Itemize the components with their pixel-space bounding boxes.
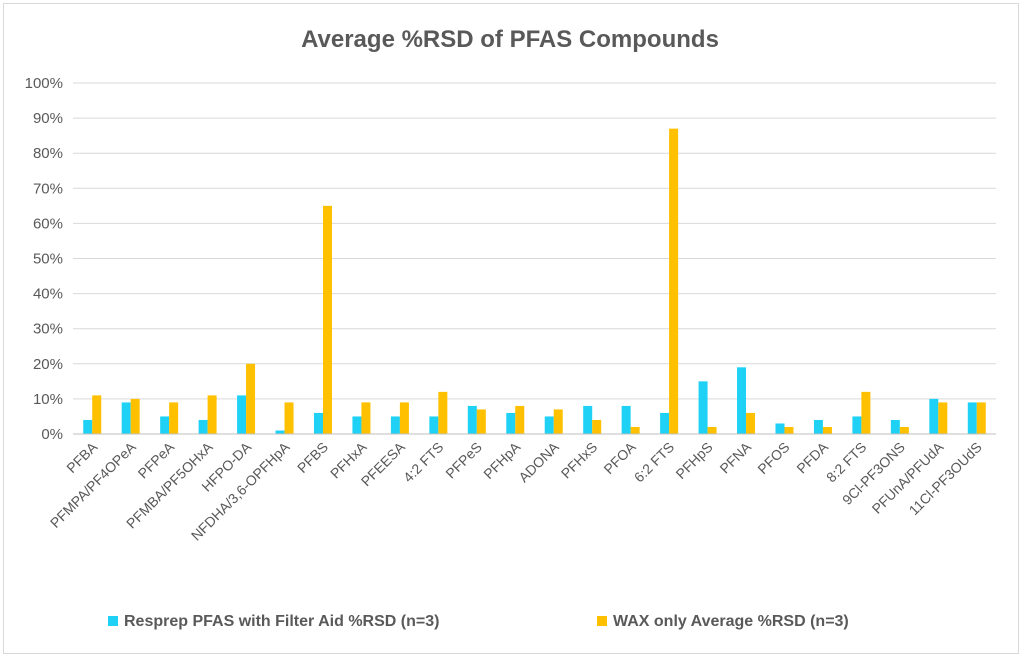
bar-filter-aid bbox=[83, 419, 93, 434]
bar-wax-only bbox=[630, 426, 640, 434]
bar-filter-aid bbox=[467, 405, 477, 434]
bar-wax-only bbox=[399, 402, 409, 434]
bar-wax-only bbox=[438, 391, 448, 434]
bars bbox=[83, 128, 986, 434]
chart-title: Average %RSD of PFAS Compounds bbox=[301, 26, 719, 53]
gridlines bbox=[73, 82, 996, 400]
bar-filter-aid bbox=[506, 412, 516, 434]
legend-label-series-2: WAX only Average %RSD (n=3) bbox=[613, 613, 849, 630]
bar-filter-aid bbox=[852, 416, 862, 434]
legend-swatch-series-1 bbox=[108, 616, 118, 626]
chart-frame bbox=[3, 3, 1019, 654]
bar-filter-aid bbox=[967, 402, 977, 434]
x-tick-label: PFBS bbox=[294, 439, 331, 476]
y-tick-label: 70% bbox=[33, 180, 63, 197]
y-tick-label: 10% bbox=[33, 391, 63, 408]
x-tick-label: PFOS bbox=[754, 439, 792, 477]
bar-filter-aid bbox=[237, 395, 247, 434]
bar-filter-aid bbox=[660, 412, 670, 434]
bar-wax-only bbox=[899, 426, 909, 434]
bar-wax-only bbox=[322, 205, 332, 434]
y-tick-label: 20% bbox=[33, 356, 63, 373]
x-tick-label: PFHxS bbox=[558, 439, 601, 482]
bar-wax-only bbox=[553, 409, 563, 434]
y-tick-label: 30% bbox=[33, 321, 63, 338]
bar-wax-only bbox=[938, 402, 948, 434]
bar-wax-only bbox=[92, 395, 102, 434]
y-tick-label: 40% bbox=[33, 286, 63, 303]
bar-wax-only bbox=[515, 405, 525, 434]
bar-filter-aid bbox=[621, 405, 631, 434]
legend-swatch-series-2 bbox=[597, 616, 607, 626]
bar-wax-only bbox=[361, 402, 371, 434]
bar-wax-only bbox=[784, 426, 794, 434]
x-tick-label: ADONA bbox=[515, 438, 562, 485]
legend-label-series-1: Resprep PFAS with Filter Aid %RSD (n=3) bbox=[124, 613, 439, 630]
x-axis-ticks: PFBAPFMPA/PF4OPeAPFPeAPFMBA/PF5OHxAHFPO-… bbox=[47, 438, 985, 543]
bar-wax-only bbox=[476, 409, 486, 434]
bar-filter-aid bbox=[352, 416, 362, 434]
bar-filter-aid bbox=[929, 398, 939, 434]
bar-wax-only bbox=[746, 412, 756, 434]
y-tick-label: 90% bbox=[33, 110, 63, 127]
legend: Resprep PFAS with Filter Aid %RSD (n=3) … bbox=[108, 613, 849, 630]
bar-filter-aid bbox=[698, 381, 708, 434]
y-tick-label: 60% bbox=[33, 215, 63, 232]
bar-filter-aid bbox=[737, 367, 747, 434]
bar-wax-only bbox=[130, 398, 140, 434]
bar-filter-aid bbox=[813, 419, 823, 434]
x-tick-label: 4:2 FTS bbox=[400, 439, 447, 486]
bar-wax-only bbox=[169, 402, 179, 434]
bar-wax-only bbox=[822, 426, 832, 434]
bar-wax-only bbox=[207, 395, 217, 434]
bar-filter-aid bbox=[198, 419, 208, 434]
bar-filter-aid bbox=[160, 416, 170, 434]
bar-filter-aid bbox=[583, 405, 593, 434]
y-tick-label: 50% bbox=[33, 251, 63, 268]
x-tick-label: PFHpS bbox=[672, 439, 715, 482]
bar-filter-aid bbox=[429, 416, 439, 434]
bar-filter-aid bbox=[890, 419, 900, 434]
bar-filter-aid bbox=[775, 423, 785, 434]
bar-filter-aid bbox=[121, 402, 131, 434]
bar-filter-aid bbox=[390, 416, 400, 434]
bar-filter-aid bbox=[544, 416, 554, 434]
y-tick-label: 80% bbox=[33, 145, 63, 162]
bar-wax-only bbox=[861, 391, 871, 434]
bar-filter-aid bbox=[275, 430, 285, 434]
bar-wax-only bbox=[669, 128, 679, 434]
y-axis-ticks: 0% 10% 20% 30% 40% 50% 60% 70% 80% 90% 100% bbox=[25, 75, 63, 443]
bar-wax-only bbox=[246, 363, 256, 434]
bar-wax-only bbox=[592, 419, 602, 434]
x-tick-label: PFNA bbox=[716, 438, 754, 476]
x-tick-label: PFPeS bbox=[442, 439, 485, 482]
y-tick-label: 100% bbox=[25, 75, 63, 92]
bar-wax-only bbox=[284, 402, 294, 434]
bar-wax-only bbox=[976, 402, 986, 434]
bar-wax-only bbox=[707, 426, 717, 434]
bar-filter-aid bbox=[313, 412, 323, 434]
x-tick-label: 6:2 FTS bbox=[631, 439, 678, 486]
y-tick-label: 0% bbox=[41, 426, 63, 443]
